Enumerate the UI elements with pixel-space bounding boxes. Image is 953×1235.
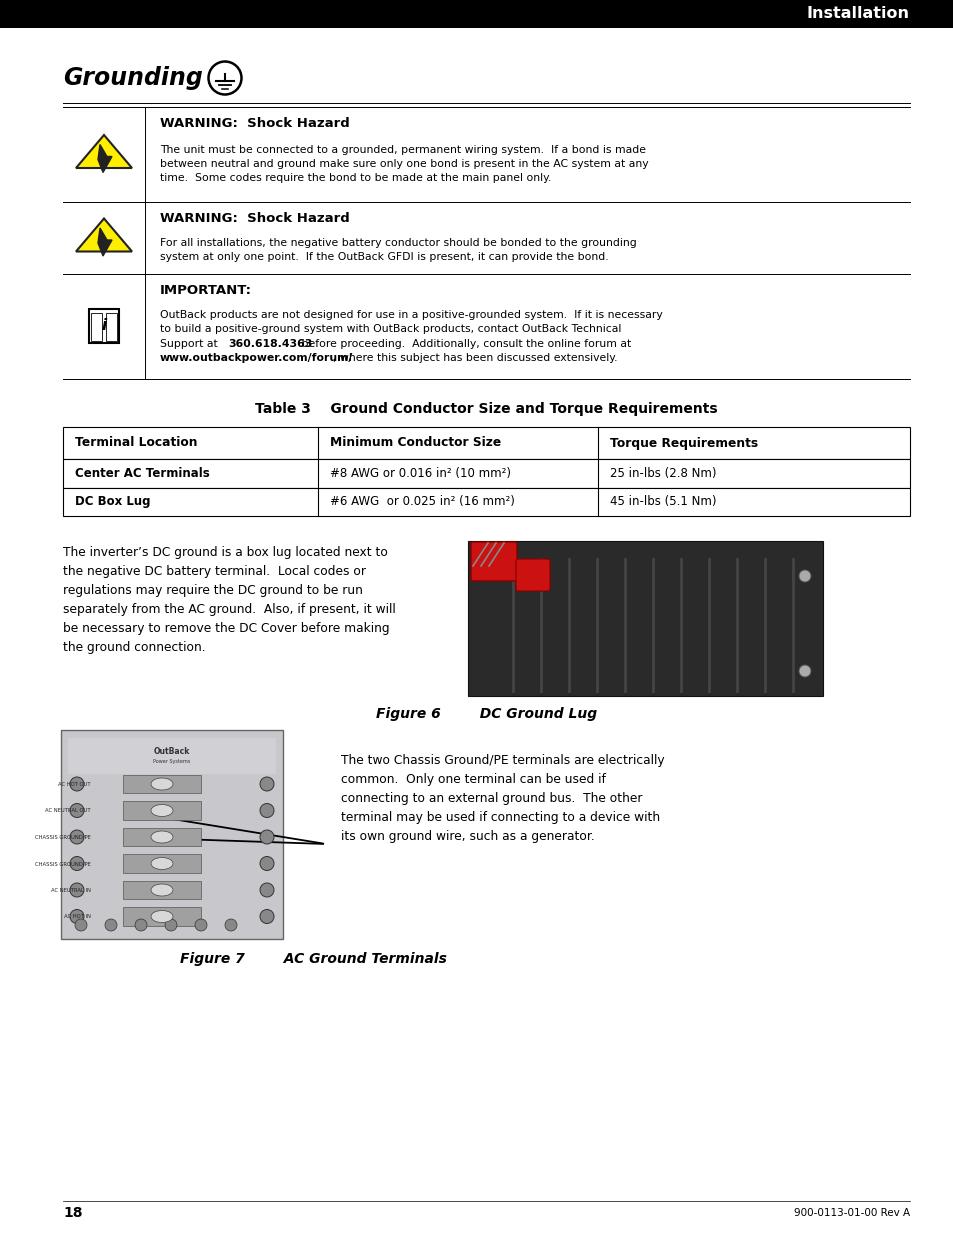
Circle shape [260,909,274,924]
Text: WARNING:  Shock Hazard: WARNING: Shock Hazard [160,212,350,226]
Text: to build a positive-ground system with OutBack products, contact OutBack Technic: to build a positive-ground system with O… [160,325,620,335]
Bar [63,488,909,516]
Text: 18: 18 [63,1207,82,1220]
Circle shape [165,919,177,931]
Circle shape [260,804,274,818]
Circle shape [70,777,84,790]
Text: The inverter’s DC ground is a box lug located next to
the negative DC battery te: The inverter’s DC ground is a box lug lo… [63,546,395,655]
Polygon shape [76,219,132,252]
Bar [123,855,201,873]
Text: Support at: Support at [160,338,221,350]
Circle shape [70,804,84,818]
Ellipse shape [151,831,172,844]
Text: www.outbackpower.com/forum/: www.outbackpower.com/forum/ [160,353,353,363]
Circle shape [799,571,810,582]
Ellipse shape [151,884,172,897]
Circle shape [70,883,84,897]
Circle shape [260,857,274,871]
Text: 25 in-lbs (2.8 Nm): 25 in-lbs (2.8 Nm) [609,467,716,479]
Text: #6 AWG  or 0.025 in² (16 mm²): #6 AWG or 0.025 in² (16 mm²) [330,495,515,509]
Bar [68,739,275,774]
Circle shape [225,919,236,931]
Text: Terminal Location: Terminal Location [75,436,197,450]
Bar [63,427,909,459]
Text: AC HOT IN: AC HOT IN [64,914,91,919]
FancyBboxPatch shape [471,542,517,580]
Circle shape [260,777,274,790]
Text: OutBack: OutBack [153,747,190,757]
Text: IMPORTANT:: IMPORTANT: [160,284,252,298]
Bar [63,459,909,488]
Circle shape [260,883,274,897]
Polygon shape [98,144,112,173]
Text: #8 AWG or 0.016 in² (10 mm²): #8 AWG or 0.016 in² (10 mm²) [330,467,511,479]
Circle shape [70,909,84,924]
Text: 360.618.4363: 360.618.4363 [228,338,312,350]
Text: Installation: Installation [806,6,909,21]
Text: Minimum Conductor Size: Minimum Conductor Size [330,436,500,450]
Circle shape [135,919,147,931]
Ellipse shape [151,804,172,816]
Circle shape [194,919,207,931]
Polygon shape [98,228,112,256]
Text: Table 3    Ground Conductor Size and Torque Requirements: Table 3 Ground Conductor Size and Torque… [254,403,717,416]
Text: before proceeding.  Additionally, consult the online forum at: before proceeding. Additionally, consult… [297,338,631,350]
Text: Figure 7        AC Ground Terminals: Figure 7 AC Ground Terminals [179,952,446,966]
Bar [91,312,102,341]
Bar [123,881,201,899]
Circle shape [260,830,274,844]
Text: The unit must be connected to a grounded, permanent wiring system.  If a bond is: The unit must be connected to a grounded… [160,144,648,183]
Ellipse shape [151,910,172,923]
Text: Grounding: Grounding [63,65,203,90]
Bar [123,908,201,926]
Ellipse shape [151,857,172,869]
Text: CHASSIS GROUND/PE: CHASSIS GROUND/PE [35,835,91,840]
Text: AC NEUTRAL OUT: AC NEUTRAL OUT [46,808,91,813]
Text: 900-0113-01-00 Rev A: 900-0113-01-00 Rev A [793,1208,909,1218]
Bar [468,541,822,697]
FancyBboxPatch shape [516,559,550,592]
Text: CHASSIS GROUND/PE: CHASSIS GROUND/PE [35,861,91,866]
Polygon shape [76,135,132,168]
FancyBboxPatch shape [61,730,283,939]
Bar [89,310,119,343]
Circle shape [70,830,84,844]
Bar [123,802,201,820]
Ellipse shape [151,778,172,790]
Text: For all installations, the negative battery conductor should be bonded to the gr: For all installations, the negative batt… [160,238,636,262]
Text: AC HOT OUT: AC HOT OUT [58,782,91,787]
Text: OutBack products are not designed for use in a positive-grounded system.  If it : OutBack products are not designed for us… [160,310,662,320]
Bar [106,312,117,341]
Circle shape [799,664,810,677]
Text: Power Systems: Power Systems [153,760,191,764]
Text: Center AC Terminals: Center AC Terminals [75,467,210,479]
Text: DC Box Lug: DC Box Lug [75,495,151,509]
Text: 45 in-lbs (5.1 Nm): 45 in-lbs (5.1 Nm) [609,495,716,509]
Text: Figure 6        DC Ground Lug: Figure 6 DC Ground Lug [375,706,597,721]
Text: WARNING:  Shock Hazard: WARNING: Shock Hazard [160,117,350,131]
Bar [0,0,953,28]
Text: The two Chassis Ground/PE terminals are electrically
common.  Only one terminal : The two Chassis Ground/PE terminals are … [340,755,664,844]
Circle shape [75,919,87,931]
Text: , where this subject has been discussed extensively.: , where this subject has been discussed … [333,353,617,363]
Bar [123,827,201,846]
Text: Torque Requirements: Torque Requirements [609,436,758,450]
Text: AC NEUTRAL IN: AC NEUTRAL IN [51,888,91,893]
Bar [123,774,201,793]
Circle shape [70,857,84,871]
Text: i: i [101,317,107,333]
Circle shape [105,919,117,931]
